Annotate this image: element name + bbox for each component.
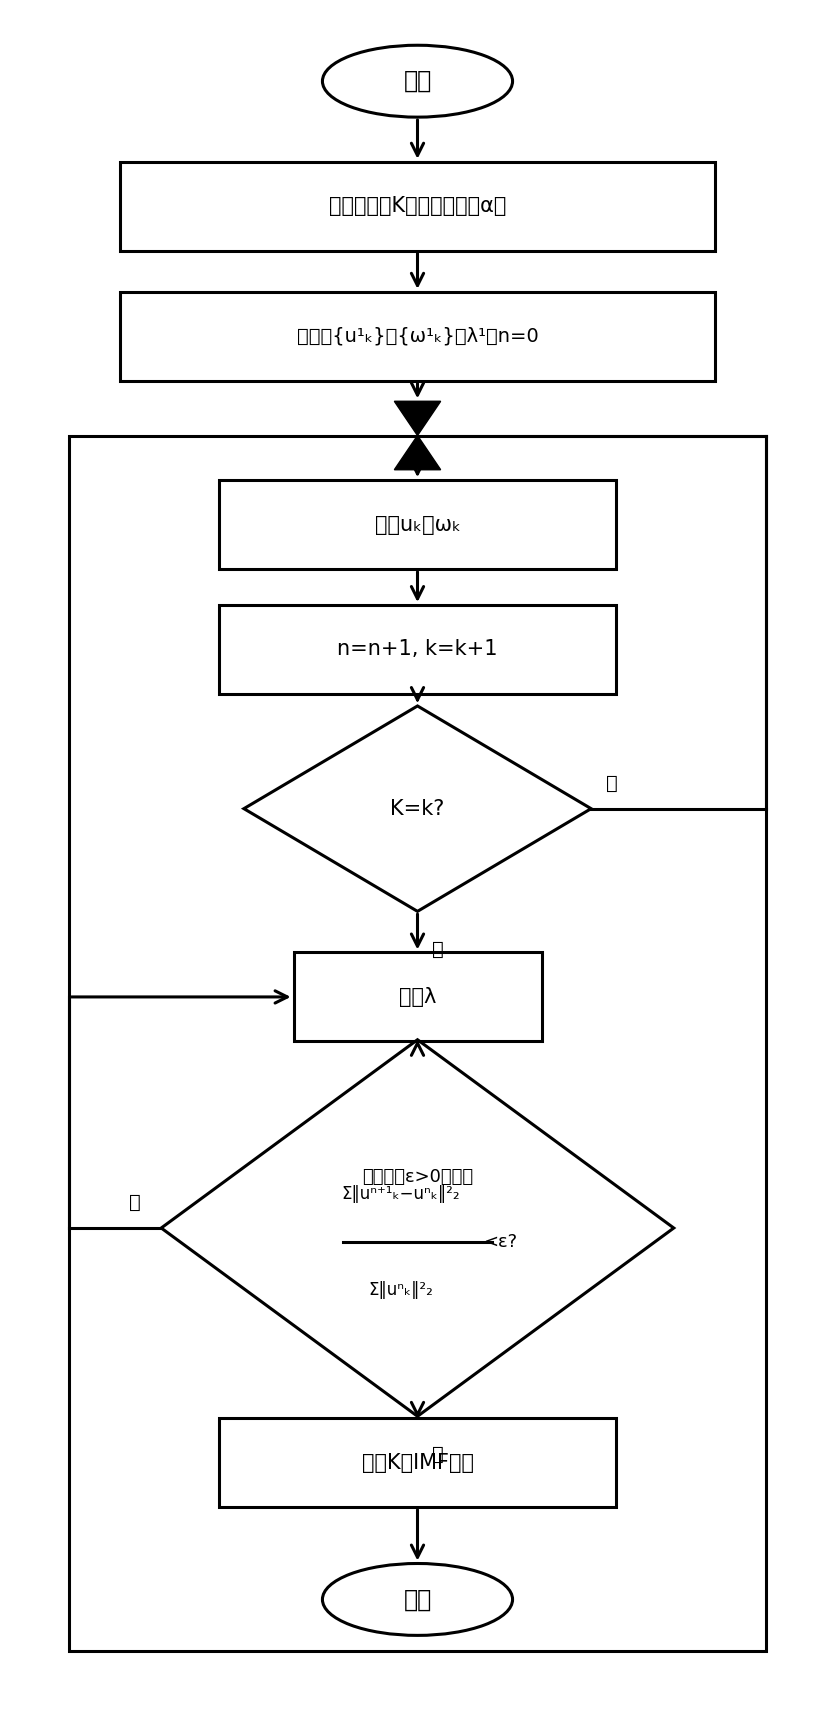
- Bar: [120, 162, 715, 251]
- Polygon shape: [394, 401, 441, 435]
- Bar: [219, 480, 616, 569]
- Text: 更新uₖ和ωₖ: 更新uₖ和ωₖ: [375, 514, 460, 535]
- Text: 否: 否: [129, 1194, 140, 1213]
- Bar: [68, 435, 767, 1651]
- Bar: [293, 953, 542, 1041]
- Text: 是: 是: [433, 939, 444, 958]
- Text: <ε?: <ε?: [483, 1233, 517, 1250]
- Text: Σ‖uⁿ⁺¹ₖ−uⁿₖ‖²₂: Σ‖uⁿ⁺¹ₖ−uⁿₖ‖²₂: [342, 1185, 460, 1202]
- Bar: [219, 605, 616, 693]
- Text: 是: 是: [433, 1445, 444, 1464]
- Bar: [120, 292, 715, 380]
- Text: 开始: 开始: [403, 69, 432, 93]
- Polygon shape: [394, 435, 441, 470]
- Text: 给定精度ε>0，满足: 给定精度ε>0，满足: [362, 1168, 473, 1185]
- Text: n=n+1, k=k+1: n=n+1, k=k+1: [337, 640, 498, 659]
- Text: K=k?: K=k?: [390, 798, 445, 819]
- Text: 否: 否: [606, 774, 618, 793]
- Text: 选取模态数K值和惩罚因子α值: 选取模态数K值和惩罚因子α值: [329, 196, 506, 217]
- Text: 结束: 结束: [403, 1588, 432, 1612]
- Text: 更新λ: 更新λ: [399, 987, 436, 1006]
- Bar: [219, 1417, 616, 1507]
- Text: Σ‖uⁿₖ‖²₂: Σ‖uⁿₖ‖²₂: [368, 1281, 433, 1299]
- Text: 初始化{u¹ₖ}、{ω¹ₖ}、λ¹和n=0: 初始化{u¹ₖ}、{ω¹ₖ}、λ¹和n=0: [296, 327, 539, 346]
- Text: 给出K个IMF分量: 给出K个IMF分量: [362, 1452, 473, 1472]
